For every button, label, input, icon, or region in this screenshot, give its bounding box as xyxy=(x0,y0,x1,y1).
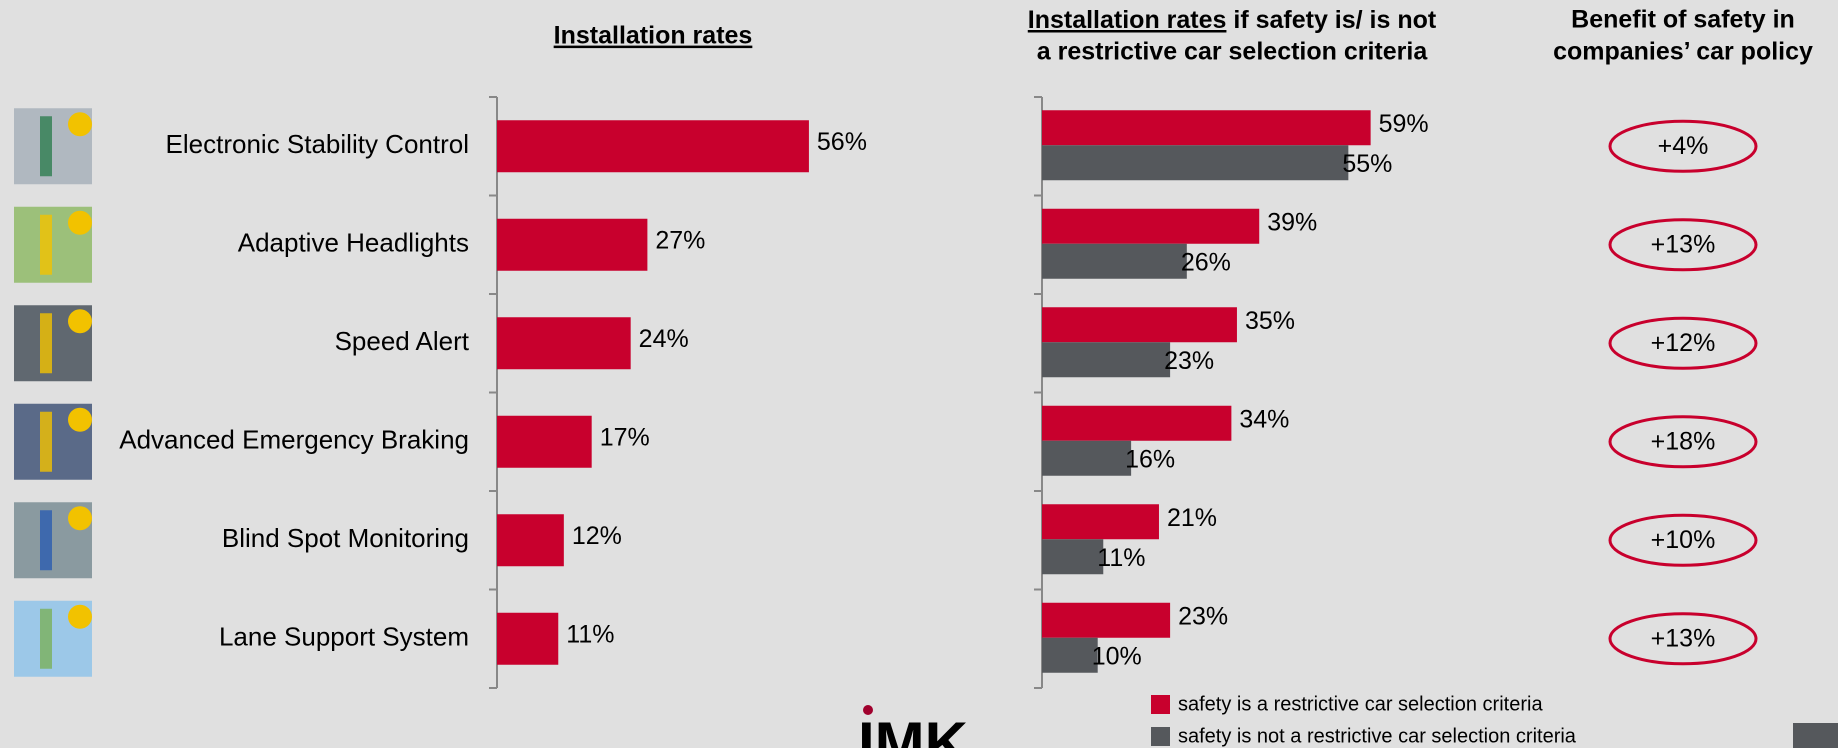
benefit-oval xyxy=(1608,218,1758,272)
value-label: 17% xyxy=(600,423,650,451)
icon-figure xyxy=(68,407,92,432)
icon-detail xyxy=(40,214,52,275)
bar xyxy=(1042,602,1171,638)
icon xyxy=(14,305,92,382)
bar xyxy=(1042,405,1232,441)
bar xyxy=(1042,208,1260,244)
icon-figure xyxy=(68,112,92,137)
value-label: 21% xyxy=(1167,504,1217,532)
value-label: 59% xyxy=(1379,110,1429,138)
value-label: 35% xyxy=(1245,307,1295,335)
icon xyxy=(14,403,92,480)
benefit-label: +12% xyxy=(1651,329,1716,357)
icon-figure xyxy=(68,210,92,235)
legend-label: safety is not a restrictive car selectio… xyxy=(1178,725,1577,747)
legend-swatch xyxy=(1151,727,1170,746)
value-label: 11% xyxy=(566,620,614,648)
benefit-label: +4% xyxy=(1658,132,1709,160)
icon-figure xyxy=(68,309,92,334)
category-label: Speed Alert xyxy=(335,326,470,356)
benefit-oval xyxy=(1608,513,1758,567)
chart-title: Installation rates if safety is/ is not xyxy=(1028,6,1437,34)
value-label: 56% xyxy=(817,128,867,156)
chart-title: a restrictive car selection criteria xyxy=(1037,38,1429,66)
benefit-oval xyxy=(1608,316,1758,370)
bar xyxy=(1042,637,1098,673)
bar xyxy=(1042,110,1371,146)
icon-figure xyxy=(68,604,92,629)
icon xyxy=(14,600,92,677)
benefit-label: +18% xyxy=(1651,427,1716,455)
value-label: 23% xyxy=(1178,602,1228,630)
category-label: Lane Support System xyxy=(219,622,469,652)
bar xyxy=(1042,539,1104,575)
benefit-label: +10% xyxy=(1651,526,1716,554)
icon-detail xyxy=(40,510,52,571)
icon-detail xyxy=(40,116,52,177)
bar xyxy=(497,120,809,173)
icon xyxy=(14,206,92,283)
value-label: 11% xyxy=(1097,544,1145,572)
value-label: 34% xyxy=(1239,405,1289,433)
logo-dot xyxy=(863,705,873,715)
benefit-label: +13% xyxy=(1651,624,1716,652)
chart-title-rest: if safety is/ is not xyxy=(1226,6,1436,34)
bar xyxy=(497,317,631,370)
category-label: Advanced Emergency Braking xyxy=(119,425,469,455)
chart-title: Installation rates xyxy=(554,22,753,50)
benefit-oval xyxy=(1608,612,1758,666)
chart-title: companies’ car policy xyxy=(1553,38,1813,66)
value-label: 10% xyxy=(1092,642,1142,670)
bar xyxy=(1042,145,1349,181)
legend-swatch xyxy=(1151,695,1170,714)
logo: IMK xyxy=(858,710,968,748)
category-label: Blind Spot Monitoring xyxy=(222,523,469,553)
chart-title-underlined: Installation rates xyxy=(1028,6,1227,34)
value-label: 24% xyxy=(639,325,689,353)
value-label: 27% xyxy=(655,226,705,254)
category-label: Electronic Stability Control xyxy=(166,129,469,159)
bar xyxy=(497,415,592,468)
bar xyxy=(1042,504,1159,540)
bar xyxy=(1042,243,1187,279)
benefit-oval xyxy=(1608,415,1758,469)
icon-figure xyxy=(68,506,92,531)
benefit-label: +13% xyxy=(1651,230,1716,258)
value-label: 55% xyxy=(1342,150,1392,178)
bar xyxy=(497,514,564,567)
icon xyxy=(14,502,92,579)
value-label: 39% xyxy=(1267,208,1317,236)
icon-detail xyxy=(40,411,52,472)
corner-block xyxy=(1793,723,1838,748)
value-label: 16% xyxy=(1125,445,1175,473)
benefit-oval xyxy=(1608,119,1758,173)
icon-detail xyxy=(40,313,52,374)
legend-label: safety is a restrictive car selection cr… xyxy=(1178,693,1543,715)
bar xyxy=(497,218,648,271)
value-label: 12% xyxy=(572,522,622,550)
bar xyxy=(1042,307,1237,343)
chart-title: Benefit of safety in xyxy=(1571,6,1795,34)
bar xyxy=(1042,440,1132,476)
value-label: 26% xyxy=(1181,248,1231,276)
feature-icons xyxy=(14,108,92,677)
bar xyxy=(1042,342,1171,378)
icon xyxy=(14,108,92,185)
icon-detail xyxy=(40,608,52,669)
value-label: 23% xyxy=(1164,347,1214,375)
bar xyxy=(497,612,559,665)
category-label: Adaptive Headlights xyxy=(238,228,469,258)
